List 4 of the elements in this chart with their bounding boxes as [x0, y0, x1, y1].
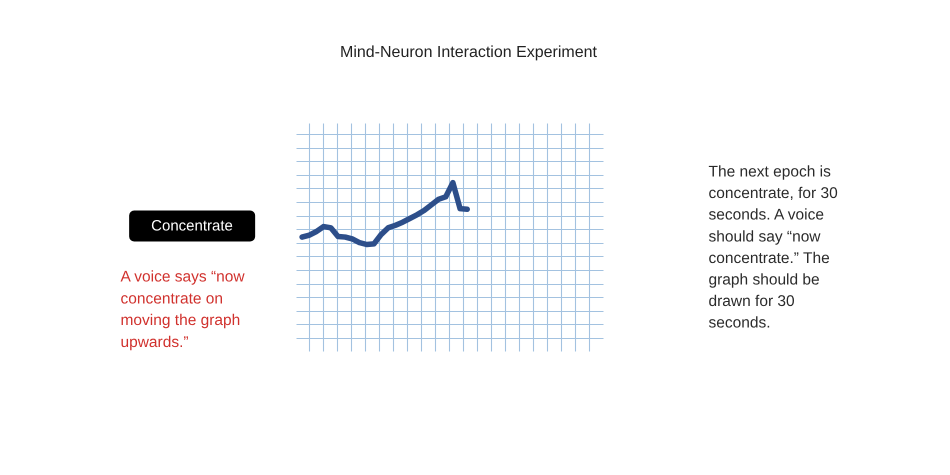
text: The next epoch is concentrate, for 30 seconds. A voice should say “now concentrate.” The graph should be drawn for 30 seconds.	[708, 164, 838, 332]
text: A voice says “now concentrate on moving the graph upwards.”	[120, 268, 246, 351]
chart-title: Mind-Neuron Interaction Experiment	[340, 44, 598, 61]
text: Concentrate	[129, 210, 255, 242]
